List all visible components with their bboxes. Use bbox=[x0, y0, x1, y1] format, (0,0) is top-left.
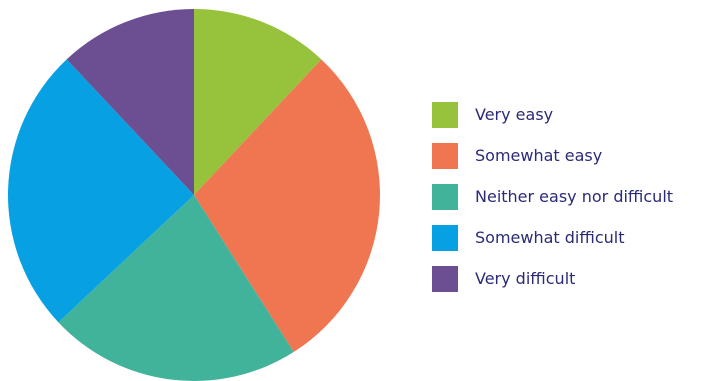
legend-swatch-somewhat-difficult bbox=[432, 225, 458, 251]
legend-label-neither: Neither easy nor difficult bbox=[475, 187, 674, 206]
legend-item-very-difficult: Very difficult bbox=[432, 266, 673, 292]
legend-item-somewhat-difficult: Somewhat difficult bbox=[432, 225, 673, 251]
legend-item-somewhat-easy: Somewhat easy bbox=[432, 143, 673, 169]
legend-swatch-neither bbox=[432, 184, 458, 210]
chart-legend: Very easy Somewhat easy Neither easy nor… bbox=[432, 102, 673, 292]
legend-label-very-difficult: Very difficult bbox=[475, 269, 576, 288]
legend-label-somewhat-difficult: Somewhat difficult bbox=[475, 228, 625, 247]
legend-swatch-very-difficult bbox=[432, 266, 458, 292]
legend-label-somewhat-easy: Somewhat easy bbox=[475, 146, 603, 165]
legend-item-neither: Neither easy nor difficult bbox=[432, 184, 673, 210]
legend-item-very-easy: Very easy bbox=[432, 102, 673, 128]
pie-slice-somewhat-difficult bbox=[7, 59, 194, 323]
pie-slice-very-difficult bbox=[66, 9, 194, 195]
pie-slice-very-easy bbox=[194, 9, 322, 195]
legend-label-very-easy: Very easy bbox=[475, 105, 554, 124]
legend-swatch-somewhat-easy bbox=[432, 143, 458, 169]
pie-slice-neither-easy-nor-difficult bbox=[58, 195, 294, 381]
legend-swatch-very-easy bbox=[432, 102, 458, 128]
pie-slice-somewhat-easy bbox=[194, 59, 380, 353]
